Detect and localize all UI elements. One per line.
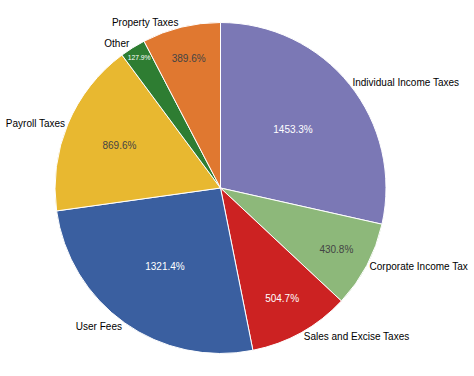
svg-text:389.6%: 389.6%: [172, 53, 206, 64]
svg-text:Corporate Income Tax: Corporate Income Tax: [370, 261, 468, 272]
svg-text:Property Taxes: Property Taxes: [112, 17, 179, 28]
svg-text:Sales and Excise Taxes: Sales and Excise Taxes: [304, 331, 409, 342]
svg-text:430.8%: 430.8%: [319, 244, 353, 255]
svg-text:504.7%: 504.7%: [265, 293, 299, 304]
svg-text:User Fees: User Fees: [76, 321, 122, 332]
svg-text:Other: Other: [104, 38, 130, 49]
svg-text:127.9%: 127.9%: [128, 54, 151, 61]
svg-text:1453.3%: 1453.3%: [273, 124, 313, 135]
svg-text:1321.4%: 1321.4%: [145, 261, 185, 272]
svg-text:869.6%: 869.6%: [102, 140, 136, 151]
svg-text:Individual Income Taxes: Individual Income Taxes: [352, 77, 459, 88]
svg-text:Payroll Taxes: Payroll Taxes: [6, 118, 65, 129]
